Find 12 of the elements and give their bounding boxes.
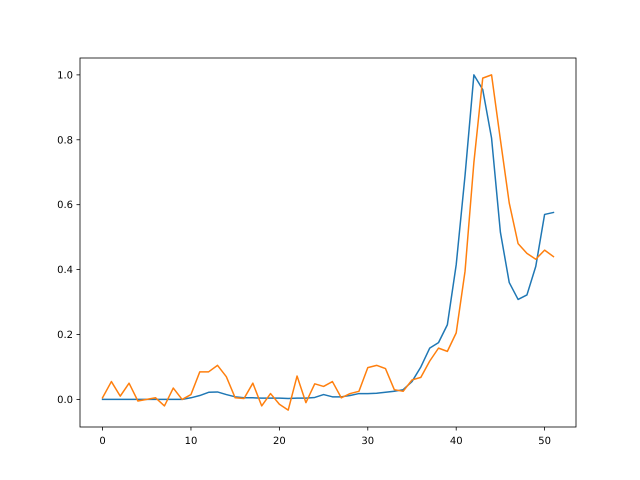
x-tick-label: 10 bbox=[184, 436, 198, 447]
x-tick-label: 0 bbox=[99, 436, 106, 447]
x-tick-label: 50 bbox=[538, 436, 551, 447]
y-tick-label: 0.0 bbox=[57, 394, 73, 406]
y-tick-label: 0.6 bbox=[57, 200, 73, 212]
y-tick-label: 1.0 bbox=[57, 70, 73, 82]
y-tick-label: 0.8 bbox=[57, 135, 73, 146]
x-tick-label: 20 bbox=[273, 436, 286, 447]
y-tick-label: 0.2 bbox=[57, 330, 73, 342]
y-tick-label: 0.4 bbox=[57, 265, 73, 276]
x-tick-label: 30 bbox=[361, 436, 374, 447]
x-tick-label: 40 bbox=[450, 436, 463, 447]
